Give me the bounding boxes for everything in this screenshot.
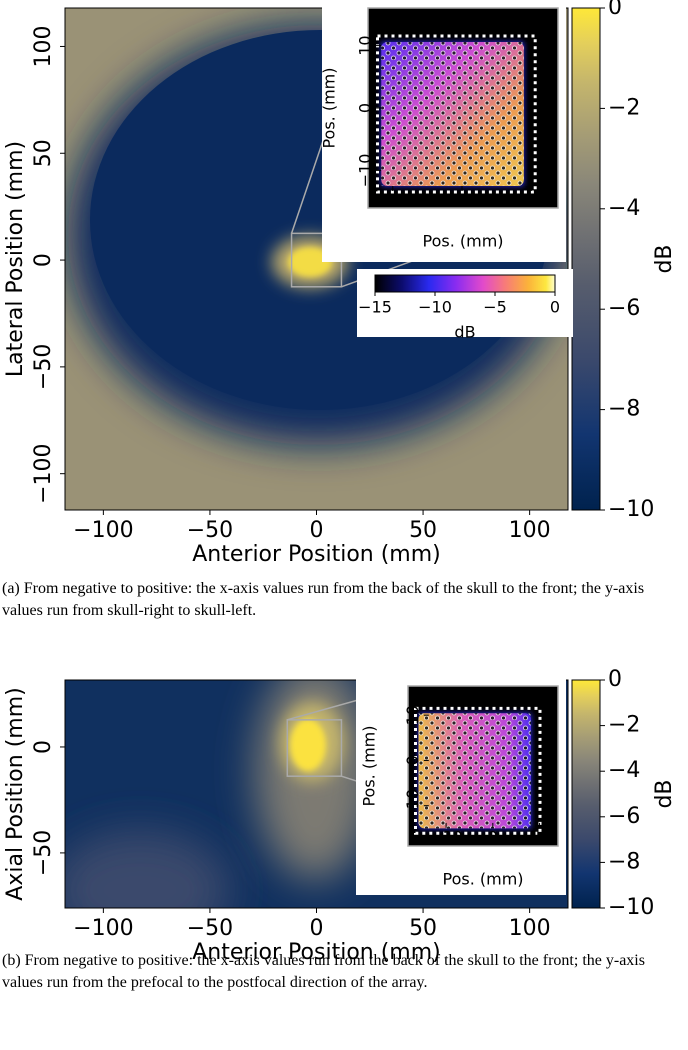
colorbar-tick-label: −4 [608, 758, 640, 783]
x-tick-label: −100 [73, 518, 133, 543]
inset-y-label: Pos. (mm) [320, 67, 339, 148]
x-tick-label: 0 [310, 916, 324, 941]
colorbar [571, 7, 601, 511]
inset-points [418, 713, 531, 829]
colorbar-tick-label: −10 [418, 298, 452, 317]
x-tick-label: −100 [73, 916, 133, 941]
x-tick-label: 10 [521, 191, 541, 210]
x-tick-label: 0 [488, 828, 498, 847]
x-tick-label: −50 [187, 518, 233, 543]
y-tick-label: 0 [31, 253, 56, 267]
y-axis-label: Axial Position (mm) [3, 687, 28, 900]
colorbar-tick-label: −4 [608, 196, 640, 221]
x-tick-label: 50 [409, 916, 437, 941]
caption: (b) From negative to positive: the x-axi… [2, 952, 645, 991]
y-tick-label: 0 [403, 755, 422, 765]
colorbar [571, 679, 601, 909]
y-tick-label: 0 [355, 103, 374, 113]
y-tick-label: 0 [31, 740, 56, 754]
y-tick-label: −10 [403, 789, 422, 823]
inset-points [381, 42, 524, 186]
inset-y-label: Pos. (mm) [360, 725, 379, 806]
colorbar-tick-label: 0 [608, 667, 622, 692]
x-tick-label: 100 [509, 916, 551, 941]
colorbar-tick-label: −8 [608, 397, 640, 422]
y-tick-label: −50 [31, 344, 56, 390]
x-tick-label: 0 [310, 518, 324, 543]
colorbar-tick-label: 0 [608, 0, 622, 20]
colorbar-label: dB [454, 323, 475, 342]
colorbar-tick-label: −10 [608, 895, 654, 920]
y-tick-label: 50 [31, 139, 56, 167]
colorbar-tick-label: −2 [608, 713, 640, 738]
y-tick-label: −10 [355, 154, 374, 188]
x-tick-label: −10 [376, 191, 410, 210]
colorbar-tick-label: −5 [483, 298, 507, 317]
colorbar-tick-label: −8 [608, 849, 640, 874]
y-tick-label: 10 [355, 35, 374, 55]
colorbar-tick-label: −15 [358, 298, 392, 317]
x-axis-label: Anterior Position (mm) [192, 940, 441, 965]
x-tick-label: 50 [409, 518, 437, 543]
x-tick-label: 10 [529, 828, 549, 847]
inset-x-label: Pos. (mm) [442, 870, 523, 889]
x-tick-label: −50 [187, 916, 233, 941]
colorbar-tick-label: 0 [550, 298, 560, 317]
inset-x-label: Pos. (mm) [422, 232, 503, 251]
colorbar-tick-label: −6 [608, 296, 640, 321]
x-tick-label: 0 [457, 191, 467, 210]
inset-group [286, 678, 566, 895]
inset-colorbar [374, 274, 556, 293]
colorbar-tick-label: −10 [608, 497, 654, 522]
x-axis-label: Anterior Position (mm) [192, 542, 441, 567]
x-tick-label: −10 [429, 828, 463, 847]
focal-region [414, 706, 542, 835]
y-tick-label: 10 [403, 705, 422, 725]
caption: (a) From negative to positive: the x-axi… [2, 580, 645, 619]
colorbar-tick-label: −6 [608, 804, 640, 829]
y-tick-label: −100 [31, 443, 56, 503]
colorbar-tick-label: −2 [608, 95, 640, 120]
colorbar-label: dB [652, 244, 677, 273]
y-tick-label: −50 [31, 830, 56, 876]
focal-region [376, 34, 537, 194]
zoom-box [286, 719, 343, 777]
y-tick-label: 100 [31, 25, 56, 67]
inset-group [290, 2, 566, 288]
x-tick-label: 100 [509, 518, 551, 543]
y-axis-label: Lateral Position (mm) [3, 141, 28, 377]
colorbar-label: dB [652, 779, 677, 808]
